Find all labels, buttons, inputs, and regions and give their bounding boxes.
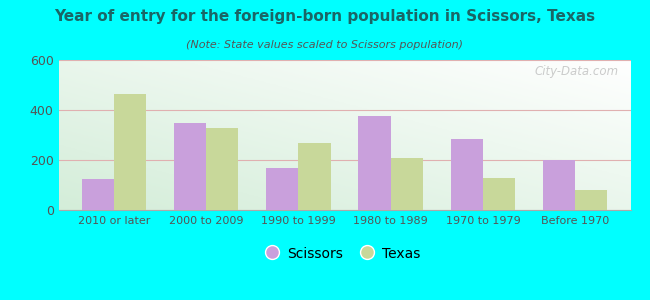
Text: City-Data.com: City-Data.com: [535, 64, 619, 77]
Bar: [391, 158, 423, 210]
Text: (Note: State values scaled to Scissors population): (Note: State values scaled to Scissors p…: [187, 40, 463, 50]
Bar: [483, 178, 515, 210]
Bar: [266, 168, 298, 210]
Bar: [543, 160, 575, 210]
Text: Year of entry for the foreign-born population in Scissors, Texas: Year of entry for the foreign-born popul…: [55, 9, 595, 24]
Bar: [450, 139, 483, 210]
Bar: [114, 94, 146, 210]
Bar: [174, 122, 206, 210]
Bar: [206, 128, 239, 210]
Bar: [298, 143, 331, 210]
Legend: Scissors, Texas: Scissors, Texas: [263, 241, 426, 266]
Bar: [575, 190, 608, 210]
Bar: [81, 179, 114, 210]
Bar: [358, 116, 391, 210]
